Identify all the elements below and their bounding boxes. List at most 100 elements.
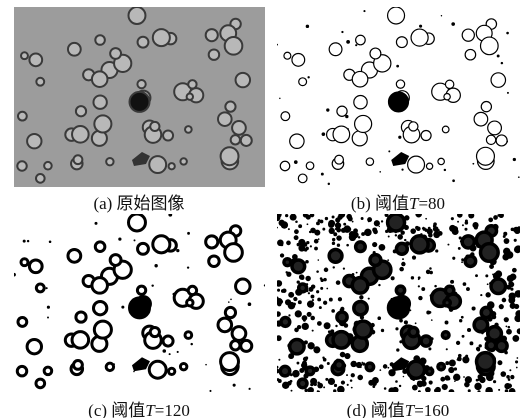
bubble (438, 158, 444, 164)
noise (311, 284, 315, 288)
speck (163, 349, 167, 353)
speck (278, 359, 280, 361)
noise (343, 223, 346, 226)
noise (350, 361, 356, 367)
speck (326, 108, 329, 111)
noise (325, 378, 328, 381)
noise (508, 326, 511, 329)
bubble (370, 255, 381, 266)
noise (286, 241, 291, 246)
bubble (149, 361, 166, 378)
noise (395, 327, 398, 330)
noise (396, 348, 399, 351)
bubble (76, 106, 86, 116)
speck (335, 228, 337, 230)
noise (282, 382, 289, 389)
caption: (c) 阈值T=120 (14, 396, 264, 418)
bubble (72, 332, 89, 349)
caption: (b) 阈值T=80 (273, 189, 522, 214)
noise (336, 235, 341, 240)
speck (401, 169, 403, 171)
speck (187, 232, 190, 235)
speck (335, 325, 337, 327)
noise (332, 242, 335, 245)
speck (321, 173, 324, 176)
bubble (298, 174, 307, 183)
speck (322, 132, 326, 136)
noise (487, 283, 489, 285)
noise (356, 362, 362, 368)
caption: (a) 原始图像 (14, 189, 264, 214)
speck (169, 353, 171, 355)
noise (332, 216, 335, 219)
speck (27, 240, 29, 242)
speck (95, 222, 98, 225)
noise (418, 296, 422, 300)
bubble (17, 366, 26, 375)
noise (459, 319, 462, 322)
noise (335, 217, 340, 222)
noise (344, 353, 350, 359)
noise (508, 276, 511, 279)
bubble (366, 158, 373, 165)
speck (425, 218, 427, 220)
bubble (462, 29, 474, 41)
speck (497, 55, 500, 58)
bubble (128, 214, 145, 231)
noise (372, 377, 379, 384)
noise (372, 385, 375, 388)
noise (304, 248, 308, 252)
bubble (29, 53, 42, 66)
bubble (292, 53, 305, 66)
speck (355, 44, 357, 46)
speck (249, 388, 251, 390)
speck (379, 226, 380, 227)
noise (372, 227, 377, 232)
noise (367, 217, 372, 222)
speck (47, 306, 50, 309)
noise (474, 225, 478, 229)
noise (395, 234, 397, 236)
noise (346, 244, 349, 247)
bubble (95, 242, 105, 252)
noise (404, 239, 406, 241)
bubble (426, 368, 432, 374)
speck (462, 224, 464, 226)
bubble (74, 155, 83, 164)
bubble (396, 80, 404, 88)
bubble (280, 161, 289, 170)
noise (456, 341, 460, 345)
speck (452, 179, 455, 182)
speck (307, 76, 309, 78)
bubble (94, 115, 111, 132)
speck (288, 228, 290, 230)
noise (440, 377, 445, 382)
speck (121, 306, 124, 309)
caption-text: =160 (414, 401, 449, 418)
bubble (153, 236, 170, 253)
noise (349, 234, 357, 242)
bubble (130, 298, 150, 318)
noise (310, 301, 313, 304)
noise (498, 389, 500, 391)
noise (445, 321, 449, 325)
bubble (17, 161, 26, 170)
noise (325, 217, 328, 220)
speck (388, 150, 390, 152)
noise (311, 295, 315, 299)
bubble (221, 353, 239, 371)
noise (461, 261, 463, 263)
bubble (462, 236, 474, 248)
noise (359, 295, 363, 299)
speck (328, 183, 330, 185)
noise (445, 375, 450, 380)
bubble (232, 327, 246, 341)
noise (323, 278, 327, 282)
noise (428, 347, 431, 350)
speck (118, 237, 121, 240)
noise (323, 386, 325, 388)
bubble (185, 332, 192, 339)
noise (493, 380, 496, 383)
noise (336, 280, 341, 285)
bubble (488, 327, 502, 341)
